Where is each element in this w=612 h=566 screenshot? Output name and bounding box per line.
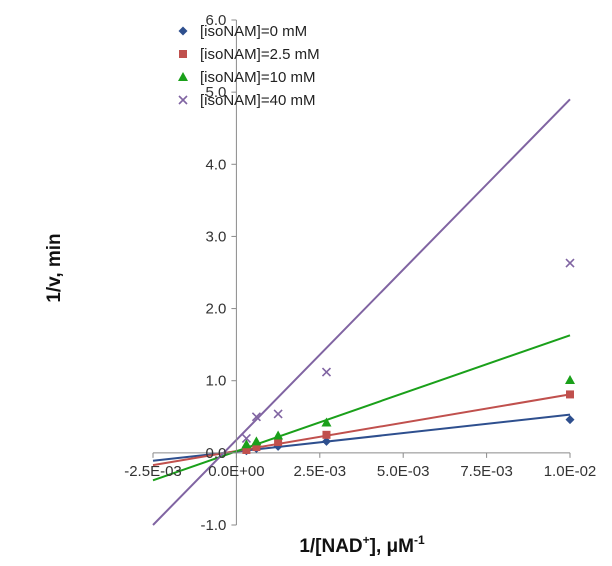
x-tick-label: -2.5E-03: [124, 463, 182, 480]
data-point: [241, 433, 251, 443]
data-point: [566, 390, 574, 399]
data-point: [322, 430, 331, 439]
data-points: [241, 258, 575, 456]
x-tick-label: 1.0E-02: [544, 463, 597, 480]
legend-label: [isoNAM]=40 mM: [200, 92, 315, 109]
data-point: [321, 367, 332, 377]
data-point: [321, 417, 332, 427]
y-axis-title: 1/v, min: [44, 233, 65, 302]
y-tick-label: 4.0: [206, 156, 227, 173]
data-point: [252, 443, 261, 452]
data-point: [251, 436, 262, 446]
legend-marker: [178, 26, 188, 36]
data-point: [565, 374, 575, 384]
data-point: [565, 415, 575, 425]
data-point: [242, 445, 251, 454]
legend-label: [isoNAM]=10 mM: [200, 69, 315, 86]
x-tick-label: 2.5E-03: [294, 463, 347, 480]
data-point: [321, 436, 331, 446]
legend-marker: [179, 50, 187, 58]
x-axis-title-main: 1/[NAD: [299, 536, 362, 557]
data-point: [273, 409, 283, 419]
ticks: -1.0 0.0 1.0 2.0 3.0 4.0 5.0 6.0 -2.5E-03 0.0E+00…: [124, 12, 596, 534]
y-tick-label: 6.0: [206, 12, 227, 29]
data-point: [241, 439, 252, 449]
data-point: [273, 430, 284, 440]
legend-label: [isoNAM]=2.5 mM: [200, 46, 320, 63]
x-tick-label: 7.5E-03: [460, 463, 513, 480]
x-tick-label: 5.0E-03: [377, 463, 430, 480]
y-tick-label: 0.0: [206, 445, 227, 462]
y-tick-label: -1.0: [201, 517, 227, 534]
legend-label: [isoNAM]=0 mM: [200, 23, 307, 40]
x-axis-title-mid: ], μM: [370, 536, 414, 557]
x-tick-label: 0.0E+00: [208, 463, 264, 480]
x-axis-title-sup2: -1: [414, 533, 425, 547]
data-point: [565, 258, 575, 268]
y-tick-label: 1.0: [206, 373, 227, 390]
fit-line: [152, 334, 571, 482]
legend: [isoNAM]=0 mM [isoNAM]=2.5 mM [isoNAM]=10 …: [178, 23, 320, 109]
data-point: [251, 412, 261, 422]
fit-line: [152, 98, 571, 526]
y-tick-label: 5.0: [206, 84, 227, 101]
legend-marker: [178, 72, 188, 81]
data-point: [274, 438, 283, 447]
x-axis-title-sup1: +: [363, 533, 370, 547]
axes: [153, 20, 570, 525]
y-tick-label: 2.0: [206, 301, 227, 318]
legend-marker: [178, 95, 188, 105]
x-axis-title: 1/[NAD+], μM-1: [299, 533, 425, 557]
y-tick-label: 3.0: [206, 228, 227, 245]
